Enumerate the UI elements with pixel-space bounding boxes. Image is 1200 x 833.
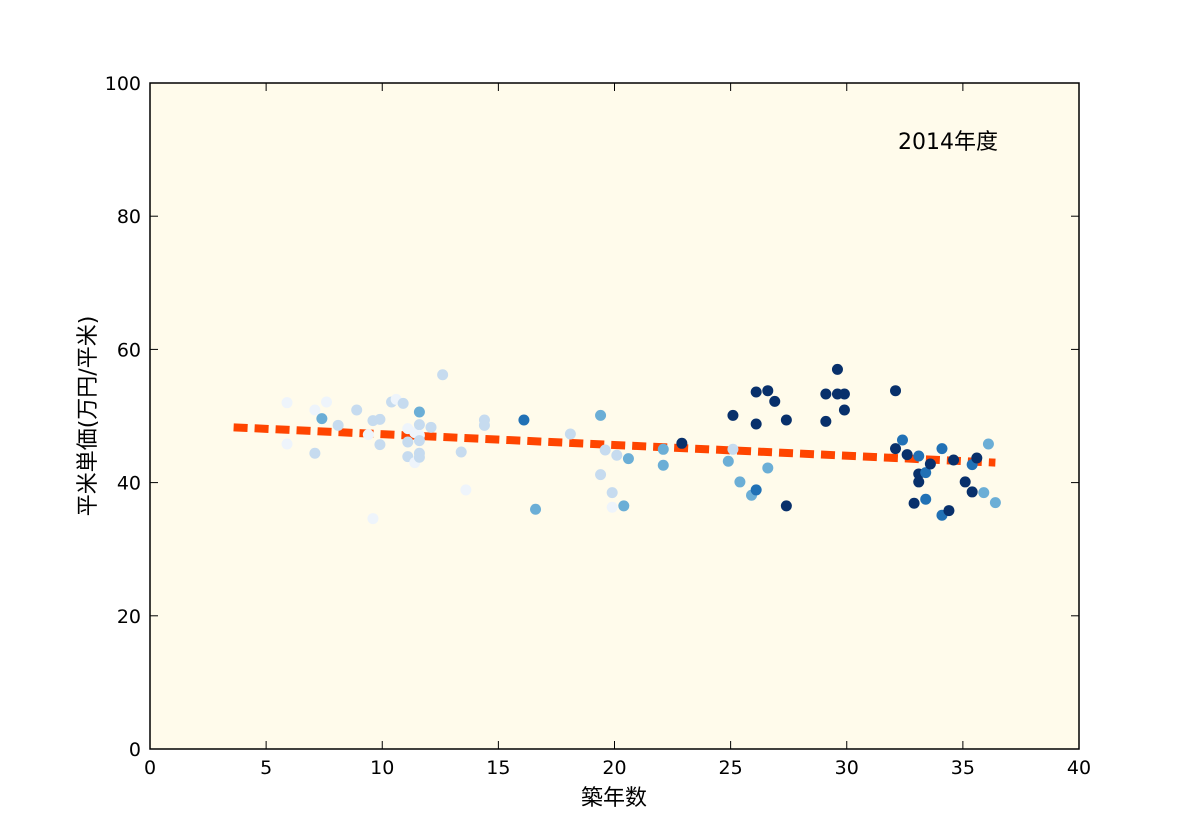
data-point (831, 363, 843, 375)
data-point (913, 476, 925, 488)
data-point (281, 438, 293, 450)
x-tick-label: 20 (602, 757, 626, 779)
data-point (362, 429, 374, 441)
y-tick-label: 0 (129, 739, 141, 761)
y-tick-label: 60 (117, 339, 141, 361)
x-tick-label: 25 (719, 757, 743, 779)
data-point (989, 497, 1001, 509)
data-point (920, 493, 932, 505)
data-point (924, 458, 936, 470)
data-point (595, 409, 607, 421)
data-point (750, 418, 762, 430)
data-point (762, 385, 774, 397)
data-point (599, 444, 611, 456)
data-point (936, 443, 948, 455)
data-point (769, 395, 781, 407)
data-point (402, 436, 414, 448)
data-point (606, 501, 618, 513)
plot-area (150, 83, 1079, 749)
data-point (606, 487, 618, 499)
data-point (978, 487, 990, 499)
y-axis-title: 平米単価(万円/平米) (76, 316, 101, 517)
data-point (959, 476, 971, 488)
data-point (281, 397, 293, 409)
data-point (901, 449, 913, 461)
data-point (908, 497, 920, 509)
x-tick-label: 5 (260, 757, 272, 779)
data-point (762, 462, 774, 474)
data-point (611, 449, 623, 461)
data-point (564, 428, 576, 440)
data-point (943, 505, 955, 517)
x-tick-label: 0 (144, 757, 156, 779)
data-point (896, 434, 908, 446)
data-point (309, 447, 321, 459)
data-point (727, 443, 739, 455)
y-tick-label: 80 (117, 206, 141, 228)
data-point (478, 419, 490, 431)
data-point (890, 385, 902, 397)
data-point (622, 453, 634, 465)
points-layer (281, 363, 1001, 525)
data-point (374, 439, 386, 451)
data-point (676, 437, 688, 449)
data-point (460, 484, 472, 496)
data-point (316, 413, 328, 425)
data-point (321, 396, 333, 408)
x-tick-label: 35 (951, 757, 975, 779)
data-point (595, 469, 607, 481)
data-point (657, 459, 669, 471)
data-point (750, 484, 762, 496)
data-point (413, 451, 425, 463)
data-point (437, 369, 449, 381)
y-tick-label: 40 (117, 473, 141, 495)
annotation-year: 2014年度 (898, 130, 998, 155)
x-tick-label: 40 (1067, 757, 1091, 779)
data-point (920, 467, 932, 479)
data-point (530, 503, 542, 515)
data-point (966, 486, 978, 498)
data-point (413, 435, 425, 447)
data-point (838, 404, 850, 416)
data-point (413, 406, 425, 418)
x-tick-label: 10 (370, 757, 394, 779)
data-point (351, 404, 363, 416)
data-point (780, 414, 792, 426)
data-point (397, 397, 409, 409)
ticks-layer: 0 5 10 15 20 25 30 35 40 0 20 40 60 80 100 (105, 73, 1091, 779)
y-tick-label: 100 (105, 73, 141, 95)
data-point (367, 513, 379, 525)
x-axis-title: 築年数 (581, 786, 647, 811)
trendline (233, 423, 996, 467)
data-point (374, 413, 386, 425)
data-point (657, 443, 669, 455)
data-point (982, 438, 994, 450)
data-point (820, 415, 832, 427)
data-point (890, 443, 902, 455)
data-point (780, 500, 792, 512)
data-point (948, 454, 960, 466)
data-point (413, 419, 425, 431)
y-tick-label: 20 (117, 606, 141, 628)
x-tick-label: 30 (835, 757, 859, 779)
trendline-layer (233, 423, 996, 467)
data-point (913, 450, 925, 462)
data-point (838, 388, 850, 400)
data-point (722, 455, 734, 467)
data-point (727, 409, 739, 421)
data-point (518, 414, 530, 426)
data-point (734, 476, 746, 488)
data-point (455, 446, 467, 458)
data-point (750, 386, 762, 398)
data-point (425, 421, 437, 433)
x-tick-label: 15 (486, 757, 510, 779)
data-point (332, 419, 344, 431)
data-point (309, 404, 321, 416)
data-point (618, 500, 630, 512)
data-point (971, 452, 983, 464)
data-point (820, 388, 832, 400)
